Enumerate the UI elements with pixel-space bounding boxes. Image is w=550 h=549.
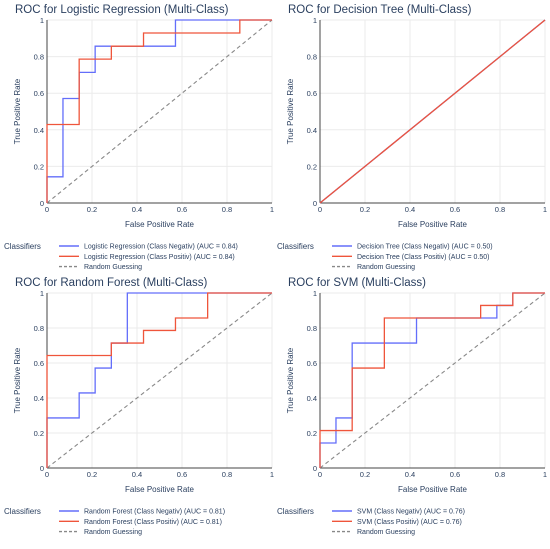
y-tick-label: 0 [40, 199, 44, 208]
y-axis-title: True Positive Rate [286, 78, 295, 144]
y-tick-label: 0.6 [307, 89, 317, 98]
y-tick-label: 0.8 [34, 324, 44, 333]
gridlines [47, 292, 273, 468]
x-tick-label: 0 [45, 470, 49, 479]
y-tick-label: 0.2 [34, 162, 44, 171]
roc-chart-1: ROC for Logistic Regression (Multi-Class… [4, 4, 274, 271]
legend-entry: Random Forest (Class Positiv) (AUC = 0.8… [84, 519, 222, 526]
x-tick-label: 0.4 [405, 470, 415, 479]
x-tick-label: 0 [318, 205, 322, 214]
y-tick-label: 1 [313, 289, 317, 298]
legend-entry: Decision Tree (Class Positiv) (AUC = 0.5… [357, 254, 489, 261]
roc-chart-3: ROC for Random Forest (Multi-Class) 0 0.2 0… [4, 277, 274, 536]
x-tick-label: 0.6 [177, 205, 187, 214]
y-tick-label: 0.4 [307, 394, 317, 403]
x-tick-label: 0 [45, 205, 49, 214]
legend-entry: Random Guessing [357, 264, 415, 271]
legend-entry: Decision Tree (Class Negativ) (AUC = 0.5… [357, 244, 493, 251]
roc-chart-2: ROC for Decision Tree (Multi-Class) 0 0.2 0… [277, 4, 547, 271]
y-tick-label: 1 [40, 16, 44, 25]
x-tick-label: 0.4 [132, 205, 142, 214]
legend-entry: Random Guessing [84, 264, 142, 271]
random-guess-line [319, 292, 546, 469]
legend: Classifiers SVM (Class Negativ) (AUC = 0.… [277, 507, 465, 536]
x-axis-title: False Positive Rate [125, 220, 194, 229]
gridlines [320, 292, 546, 468]
x-tick-label: 0.4 [405, 205, 415, 214]
x-tick-label: 0.2 [87, 205, 97, 214]
y-tick-label: 0.8 [307, 324, 317, 333]
random-guess-line [46, 19, 273, 204]
x-axis-title: False Positive Rate [125, 485, 194, 494]
y-tick-label: 0 [313, 464, 317, 473]
roc-curve-series-2 [319, 292, 545, 468]
x-tick-label: 0.2 [360, 470, 370, 479]
y-tick-label: 0.4 [34, 394, 44, 403]
legend-entry: Random Guessing [84, 529, 142, 536]
y-tick-label: 0 [313, 199, 317, 208]
x-tick-label: 1 [543, 205, 547, 214]
y-tick-label: 1 [313, 16, 317, 25]
x-tick-label: 0.2 [360, 205, 370, 214]
x-tick-label: 1 [270, 470, 274, 479]
legend: Classifiers Random Forest (Class Negativ)… [4, 507, 225, 536]
legend-entry: SVM (Class Positiv) (AUC = 0.76) [357, 519, 462, 526]
y-tick-label: 0.4 [307, 126, 317, 135]
chart-title: ROC for Random Forest (Multi-Class) [15, 277, 208, 289]
roc-curve-series-1 [46, 292, 272, 468]
x-tick-label: 0 [318, 470, 322, 479]
y-tick-label: 0.8 [34, 53, 44, 62]
x-tick-label: 1 [543, 470, 547, 479]
x-axis-title: False Positive Rate [398, 485, 467, 494]
x-tick-label: 0.8 [495, 470, 505, 479]
x-axis-title: False Positive Rate [398, 220, 467, 229]
x-tick-label: 0.4 [132, 470, 142, 479]
x-tick-label: 0.6 [450, 205, 460, 214]
legend-entry: Logistic Regression (Class Positiv) (AUC… [84, 254, 235, 261]
y-axis-title: True Positive Rate [13, 347, 22, 413]
chart-title: ROC for Decision Tree (Multi-Class) [288, 4, 472, 16]
y-tick-label: 0.6 [34, 89, 44, 98]
gridlines [320, 19, 546, 203]
y-tick-label: 0.2 [307, 162, 317, 171]
chart-title: ROC for SVM (Multi-Class) [288, 277, 426, 289]
y-tick-label: 0.8 [307, 53, 317, 62]
legend-entry: Logistic Regression (Class Negativ) (AUC… [84, 244, 238, 251]
x-tick-label: 0.8 [495, 205, 505, 214]
y-tick-label: 1 [40, 289, 44, 298]
chart-title: ROC for Logistic Regression (Multi-Class… [15, 4, 229, 16]
y-tick-label: 0.6 [307, 359, 317, 368]
legend-entry: Random Guessing [357, 529, 415, 536]
legend-title: Classifiers [277, 507, 314, 516]
x-tick-label: 1 [270, 205, 274, 214]
roc-curve-series-2 [319, 19, 546, 204]
legend-title: Classifiers [4, 507, 41, 516]
x-tick-label: 0.8 [222, 205, 232, 214]
y-tick-label: 0.4 [34, 126, 44, 135]
legend-entry: Random Forest (Class Negativ) (AUC = 0.8… [84, 509, 225, 516]
y-axis-title: True Positive Rate [13, 78, 22, 144]
roc-chart-4: ROC for SVM (Multi-Class) 0 0.2 0.4 0.6 0.8 1 0… [277, 277, 547, 536]
y-tick-label: 0.2 [307, 429, 317, 438]
legend-title: Classifiers [277, 242, 314, 251]
x-tick-label: 0.8 [222, 470, 232, 479]
x-tick-label: 0.2 [87, 470, 97, 479]
roc-curve-series-2 [46, 19, 272, 203]
y-tick-label: 0.2 [34, 429, 44, 438]
legend: Classifiers Decision Tree (Class Negativ)… [277, 242, 493, 271]
x-tick-label: 0.6 [450, 470, 460, 479]
y-tick-label: 0 [40, 464, 44, 473]
y-tick-label: 0.6 [34, 359, 44, 368]
legend: Classifiers Logistic Regression (Class Ne… [4, 242, 238, 271]
random-guess-line [46, 292, 273, 469]
x-tick-label: 0.6 [177, 470, 187, 479]
legend-entry: SVM (Class Negativ) (AUC = 0.76) [357, 509, 465, 516]
roc-curve-series-2 [46, 292, 272, 468]
legend-title: Classifiers [4, 242, 41, 251]
y-axis-title: True Positive Rate [286, 347, 295, 413]
